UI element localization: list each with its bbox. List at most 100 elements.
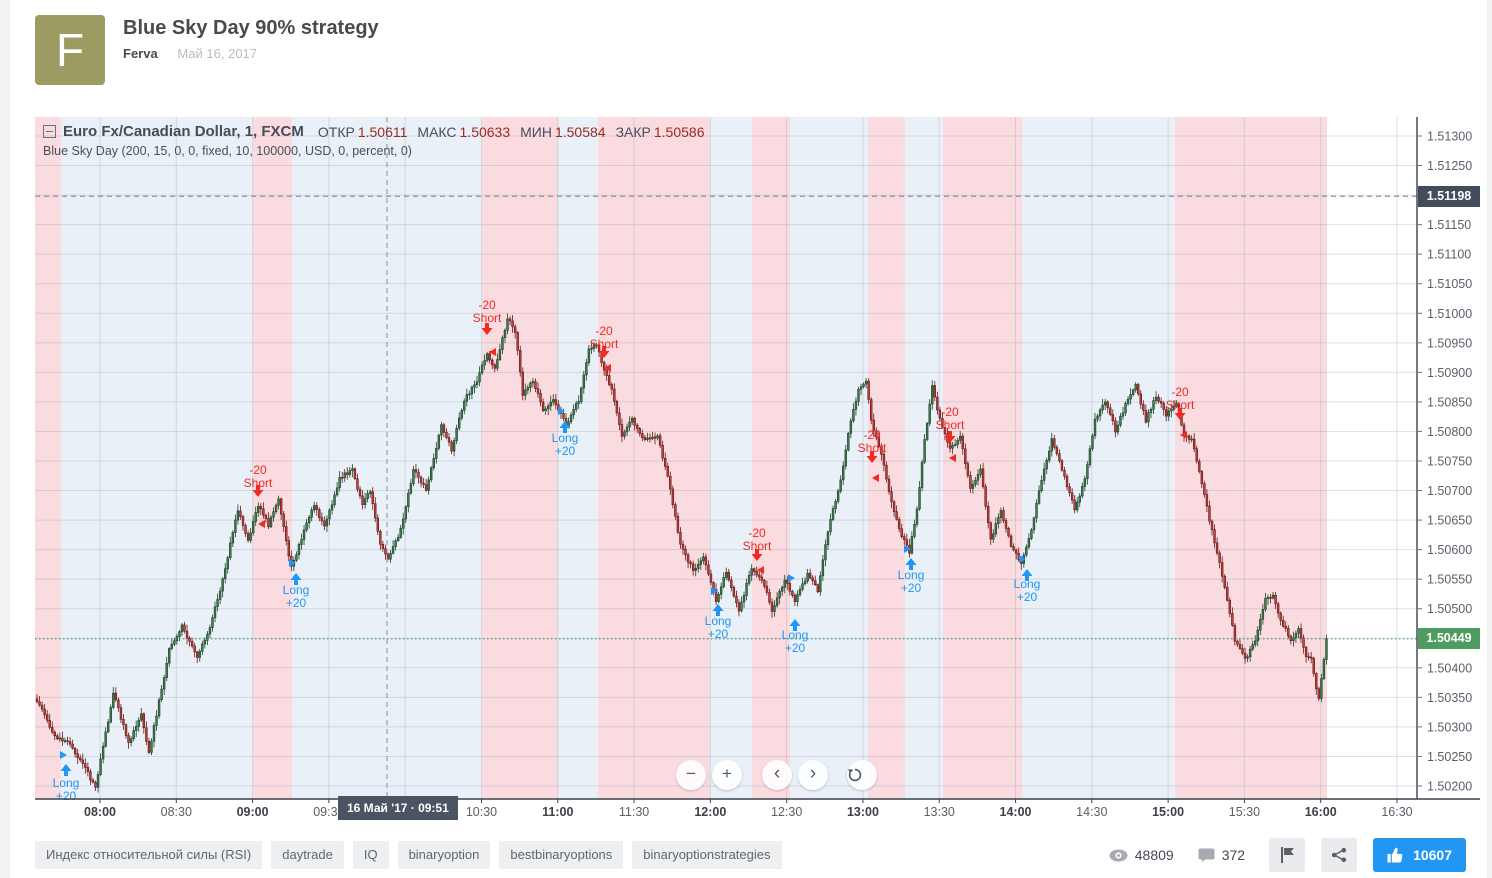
tag-daytrade[interactable]: daytrade — [271, 841, 344, 869]
scroll-right-button[interactable]: › — [798, 760, 828, 790]
time-tick-label[interactable]: 09:00 — [237, 805, 269, 819]
svg-text:Long: Long — [53, 776, 80, 790]
svg-text:-20: -20 — [863, 428, 881, 442]
svg-text:Long: Long — [283, 583, 310, 597]
price-tick-label[interactable]: 1.50650 — [1427, 514, 1472, 528]
candles-layer — [35, 313, 1328, 793]
grid-layer — [35, 117, 1417, 799]
svg-text:-20: -20 — [249, 463, 267, 477]
strategy-params: Blue Sky Day (200, 15, 0, 0, fixed, 10, … — [43, 144, 412, 158]
price-tick-label[interactable]: 1.50950 — [1427, 336, 1472, 350]
long-annotation: Long+20 — [1014, 555, 1040, 604]
chart-panel: -20 Short -20 Short -20 Short -20 Short -20 Short… — [35, 117, 1480, 824]
price-tick-label[interactable]: 1.51050 — [1427, 277, 1472, 291]
entry-marker — [60, 751, 67, 759]
time-tick-label[interactable]: 14:00 — [1000, 805, 1032, 819]
time-tick-label[interactable]: 12:00 — [694, 805, 726, 819]
time-tick-label[interactable]: 08:30 — [161, 805, 192, 819]
zoom-in-button[interactable]: + — [712, 760, 742, 790]
svg-text:-20: -20 — [478, 298, 496, 312]
time-tick-label[interactable]: 10:30 — [466, 805, 497, 819]
price-tick-label[interactable]: 1.50700 — [1427, 484, 1472, 498]
price-tick-label[interactable]: 1.50550 — [1427, 573, 1472, 587]
svg-text:Long: Long — [552, 431, 579, 445]
price-tick-label[interactable]: 1.51300 — [1427, 130, 1472, 144]
svg-text:+20: +20 — [1017, 590, 1038, 604]
time-tick-label[interactable]: 16:00 — [1305, 805, 1337, 819]
zoom-out-button[interactable]: − — [676, 760, 706, 790]
views-count: 48809 — [1134, 847, 1174, 863]
price-tick-label[interactable]: 1.50600 — [1427, 543, 1472, 557]
time-tick-label[interactable]: 16:30 — [1381, 805, 1412, 819]
time-tick-label[interactable]: 09:30 — [313, 805, 344, 819]
views-icon — [1109, 849, 1128, 861]
low-label: МИН — [520, 123, 552, 140]
price-tick-label[interactable]: 1.51100 — [1427, 248, 1471, 262]
open-label: ОТКР — [317, 123, 355, 140]
share-button[interactable] — [1321, 838, 1358, 872]
comments-icon — [1198, 848, 1215, 862]
entry-marker — [904, 545, 911, 553]
price-tick-label[interactable]: 1.50800 — [1427, 425, 1472, 439]
entry-marker — [788, 574, 795, 582]
price-tick-label[interactable]: 1.50850 — [1427, 395, 1472, 409]
price-tick-label[interactable]: 1.50500 — [1427, 602, 1472, 616]
tag-binaryoptionstrategies[interactable]: binaryoptionstrategies — [632, 841, 782, 869]
tag-iq[interactable]: IQ — [352, 841, 389, 869]
price-tick-label[interactable]: 1.51150 — [1427, 218, 1471, 232]
price-tick-label[interactable]: 1.51000 — [1427, 307, 1472, 321]
time-tick-label[interactable]: 14:30 — [1076, 805, 1107, 819]
social-bar: 48809 372 — [1109, 838, 1466, 872]
time-tick-label[interactable]: 11:30 — [619, 805, 649, 819]
svg-text:+20: +20 — [901, 581, 922, 595]
long-annotation: Long+20 — [782, 574, 809, 655]
tag-rsi[interactable]: Индекс относительной силы (RSI) — [35, 841, 263, 869]
price-tick-label[interactable]: 1.50900 — [1427, 366, 1472, 380]
time-tick-label[interactable]: 12:30 — [771, 805, 802, 819]
entry-marker — [258, 520, 265, 528]
symbol-title[interactable]: Euro Fx/Canadian Dollar, 1, FXCM — [63, 123, 304, 140]
left-edge-strip — [0, 0, 10, 878]
long-annotation: Long+20 — [283, 559, 310, 610]
svg-text:-20: -20 — [941, 405, 959, 419]
price-tick-label[interactable]: 1.50750 — [1427, 454, 1472, 468]
tag-bestbinaryoptions[interactable]: bestbinaryoptions — [499, 841, 624, 869]
reset-view-button[interactable] — [847, 760, 877, 790]
svg-text:+20: +20 — [555, 444, 576, 458]
svg-text:Long: Long — [782, 628, 809, 642]
price-tick-label[interactable]: 1.51250 — [1427, 159, 1472, 173]
avatar[interactable]: F — [35, 15, 105, 85]
entry-marker — [1180, 431, 1187, 439]
long-annotation: Long+20 — [898, 545, 925, 595]
like-button[interactable]: 10607 — [1373, 838, 1466, 872]
svg-text:Long: Long — [898, 568, 925, 582]
price-tick-label[interactable]: 1.50300 — [1427, 720, 1472, 734]
price-tick-label[interactable]: 1.50400 — [1427, 661, 1472, 675]
time-tick-label[interactable]: 13:00 — [847, 805, 879, 819]
time-tick-label[interactable]: 15:00 — [1152, 805, 1184, 819]
price-tick-label[interactable]: 1.50250 — [1427, 750, 1472, 764]
tag-binaryoption[interactable]: binaryoption — [397, 841, 491, 869]
time-axis-labels: 08:0008:3009:0009:3010:0010:3011:0011:30… — [84, 799, 1413, 819]
scroll-left-button[interactable]: ‹ — [762, 760, 792, 790]
time-tick-label[interactable]: 11:00 — [542, 805, 573, 819]
time-tick-label[interactable]: 13:30 — [924, 805, 955, 819]
author-link[interactable]: Ferva — [123, 46, 158, 61]
entry-marker — [489, 348, 496, 356]
time-tick-label[interactable]: 08:00 — [84, 805, 116, 819]
svg-text:+20: +20 — [708, 627, 729, 641]
report-button[interactable] — [1269, 838, 1306, 872]
entry-marker — [757, 566, 764, 574]
time-tick-label[interactable]: 15:30 — [1229, 805, 1260, 819]
candlestick-chart[interactable]: -20Short-20Short-20Short-20Short-20Short… — [35, 117, 1480, 824]
price-tick-label[interactable]: 1.50200 — [1427, 779, 1472, 793]
collapse-icon[interactable] — [43, 125, 56, 138]
price-tick-label[interactable]: 1.50350 — [1427, 691, 1472, 705]
svg-text:Short: Short — [743, 539, 772, 553]
entry-marker — [604, 364, 611, 372]
thumbs-up-icon — [1387, 847, 1403, 863]
